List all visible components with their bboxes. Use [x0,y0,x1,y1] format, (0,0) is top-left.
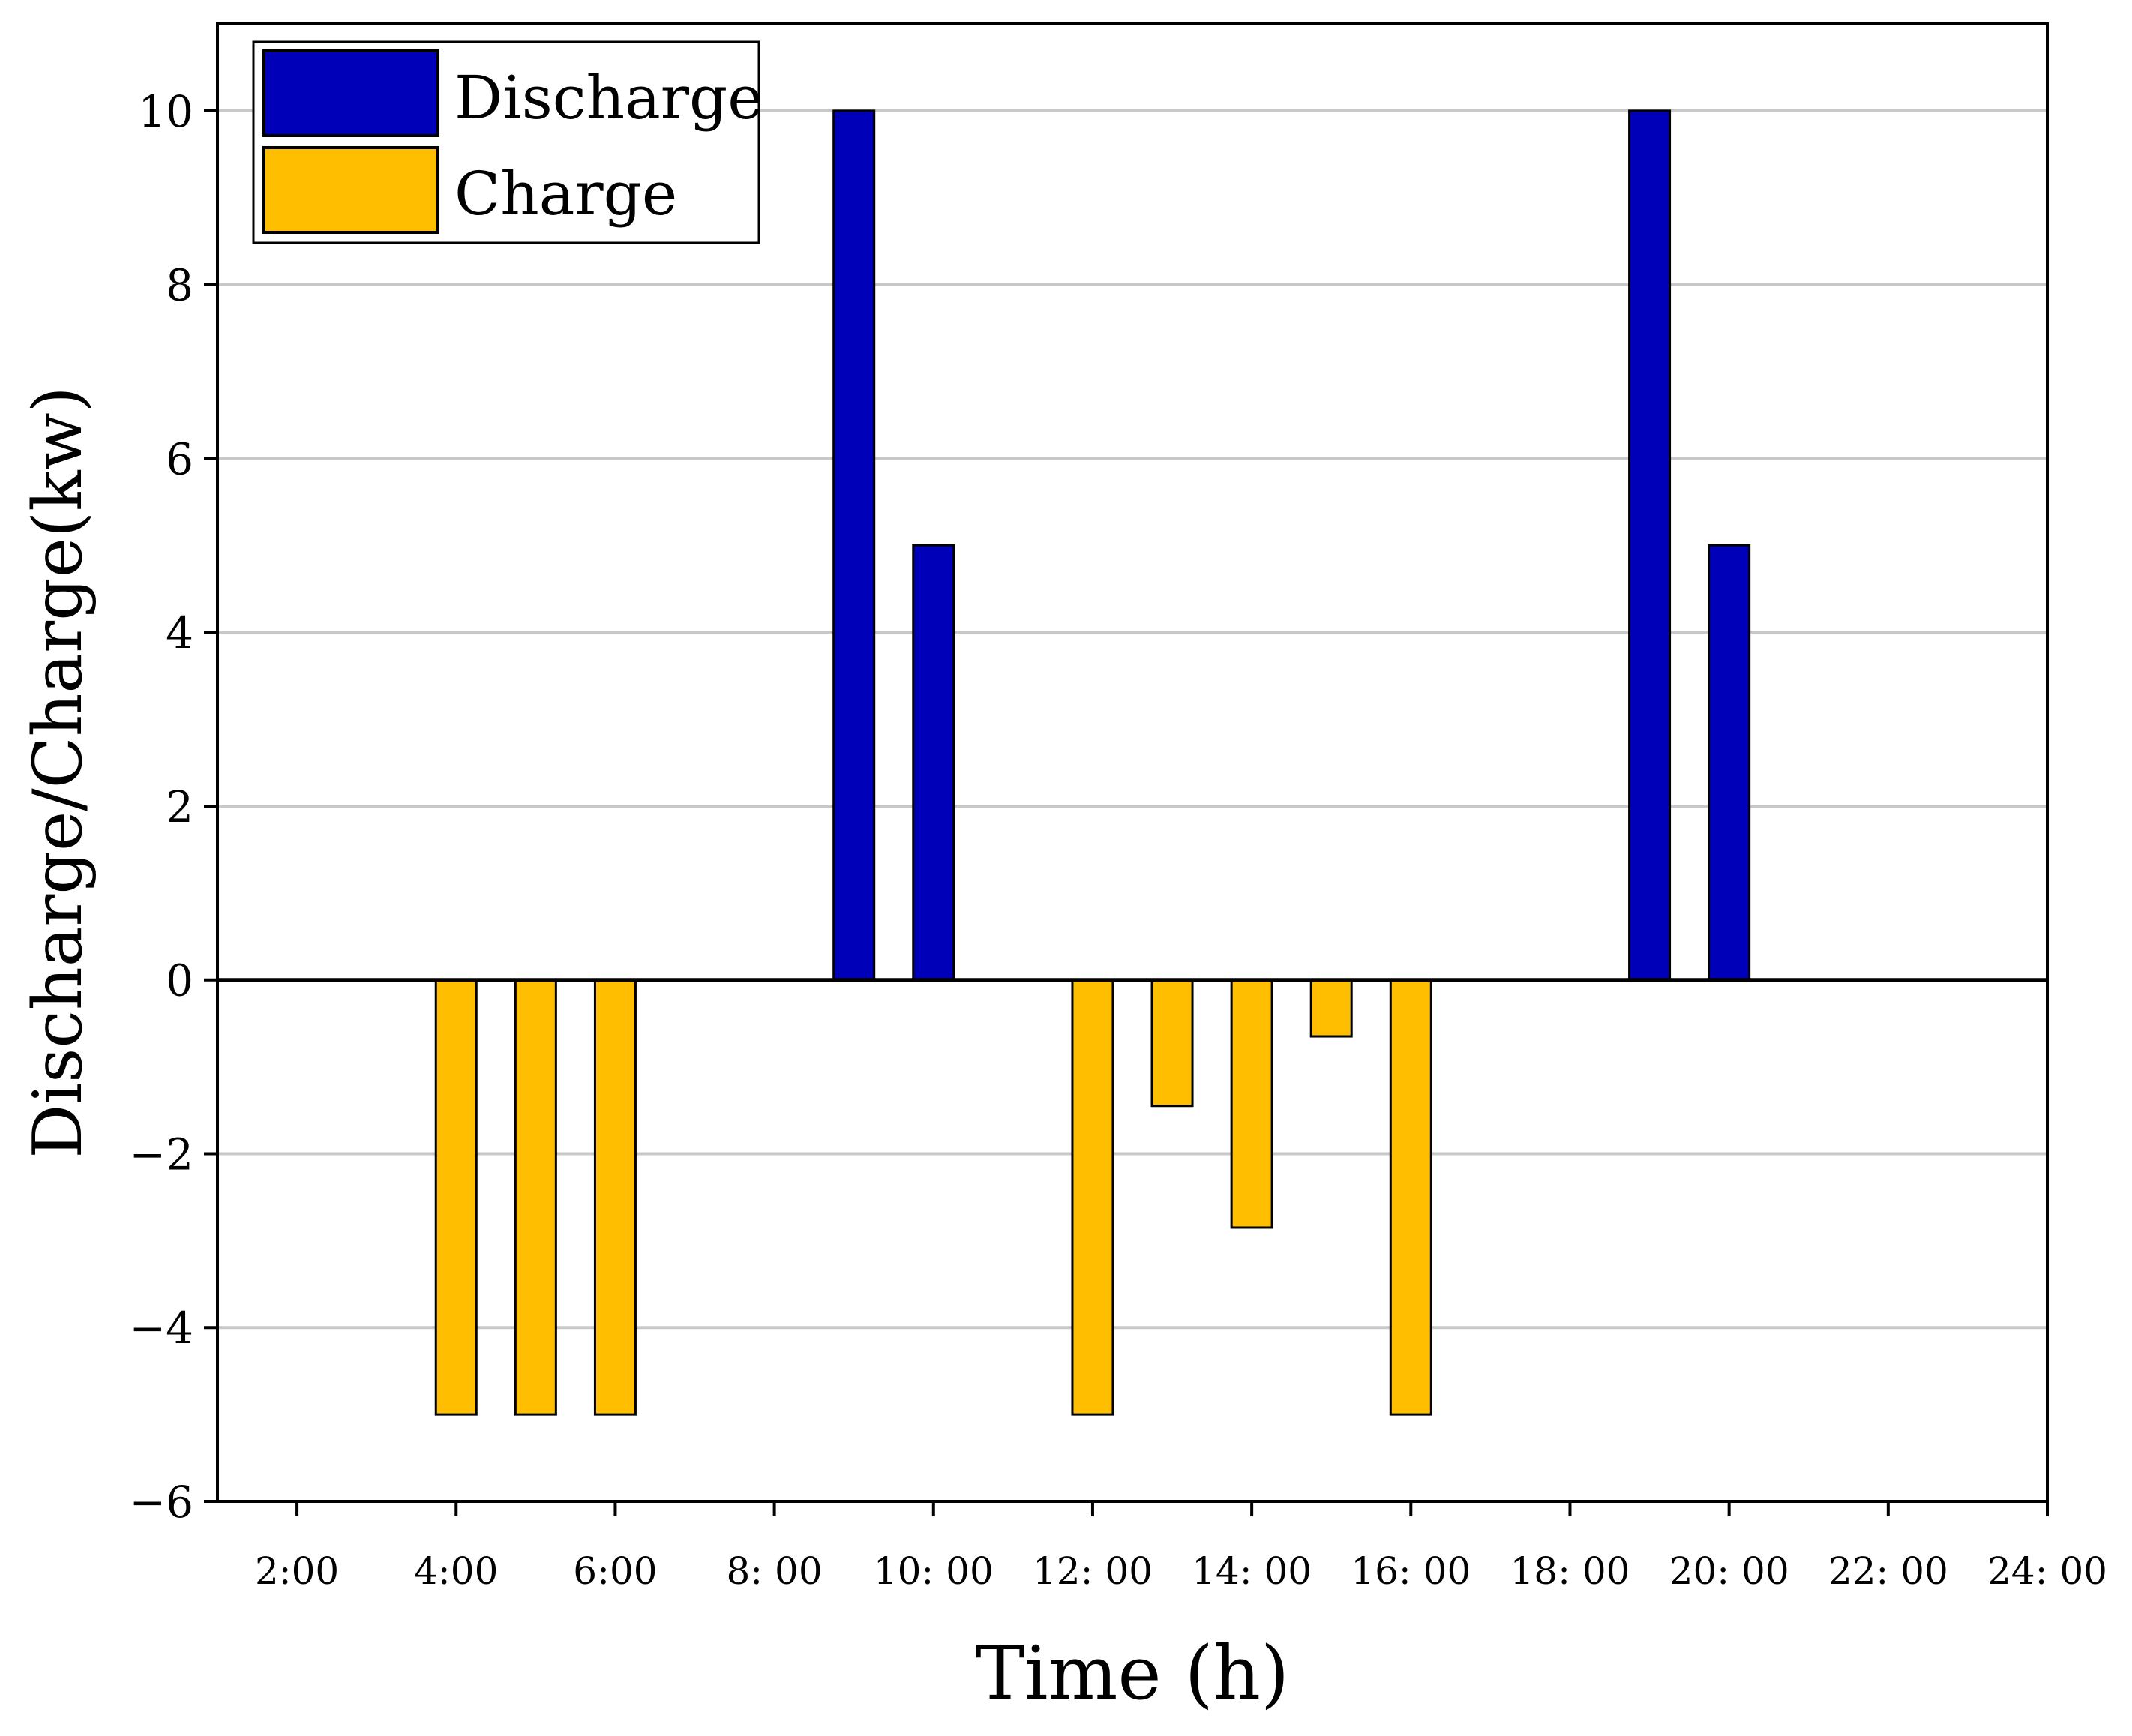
legend-label-discharge: Discharge [454,63,763,133]
x-tick-label: 22: 00 [1828,1549,1948,1593]
y-tick-label: −6 [130,1477,194,1528]
legend: Discharge Charge [252,40,763,244]
legend-label-charge: Charge [454,159,677,229]
y-axis: −6 −4 −2 0 2 4 6 8 10 [130,86,217,1528]
legend-swatch-charge [262,146,439,234]
x-axis: 2:00 4:00 6:00 8: 00 10: 00 12: 00 14: 00 16: 0… [255,1501,2107,1593]
x-tick-label: 2:00 [255,1549,339,1593]
y-tick-label: −4 [130,1303,194,1354]
x-tick-label: 16: 00 [1351,1549,1471,1593]
bar-discharge [1628,109,1672,982]
bar-charge [1071,979,1114,1416]
x-tick-label: 10: 00 [874,1549,994,1593]
y-tick-label: 10 [138,86,193,137]
x-axis-label: Time (h) [976,1631,1289,1717]
y-tick-label: 6 [166,433,193,484]
bar-discharge [912,544,955,982]
x-tick-label: 18: 00 [1510,1549,1630,1593]
bar-charge [1150,979,1194,1108]
x-tick-label: 4:00 [414,1549,498,1593]
bar-charge [514,979,557,1416]
bars [434,109,1751,1416]
y-tick-label: 0 [166,955,193,1006]
x-tick-label: 12: 00 [1033,1549,1153,1593]
y-tick-label: 8 [166,260,193,311]
y-axis-label: Discharge/Charge(kw) [19,386,97,1159]
x-tick-label: 20: 00 [1669,1549,1789,1593]
bar-discharge [832,109,876,982]
legend-swatch-discharge [262,49,439,137]
y-tick-label: −2 [130,1129,194,1180]
y-tick-label: 2 [166,781,193,832]
x-tick-label: 24: 00 [1987,1549,2107,1593]
x-tick-label: 8: 00 [727,1549,823,1593]
x-tick-label: 6:00 [573,1549,657,1593]
bar-discharge [1708,544,1751,982]
bar-charge [1389,979,1432,1416]
x-tick-label: 14: 00 [1192,1549,1312,1593]
y-tick-label: 4 [166,607,193,658]
bar-charge [1230,979,1273,1229]
plot-frame [216,22,2049,1503]
bar-charge [593,979,637,1416]
bar-charge [434,979,478,1416]
bar-charge [1309,979,1353,1038]
